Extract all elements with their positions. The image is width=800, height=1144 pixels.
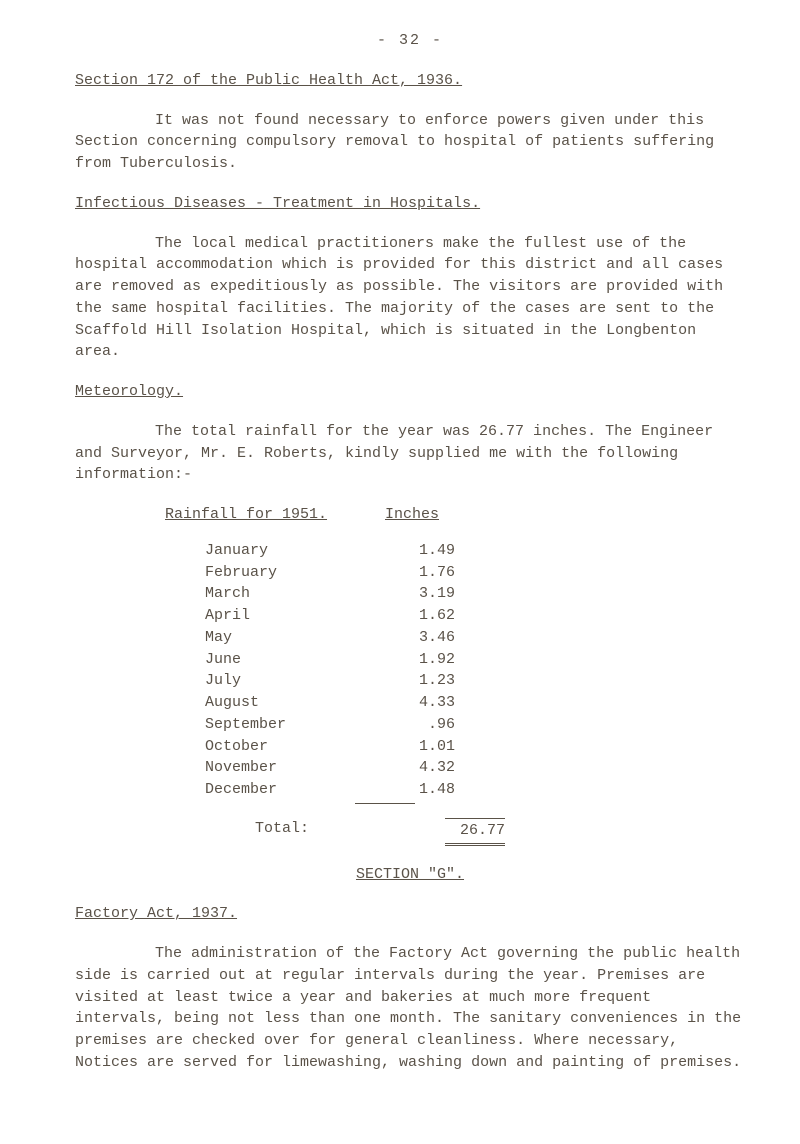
- rain-value: 1.62: [395, 605, 455, 627]
- rain-month: December: [165, 779, 395, 801]
- rain-month: May: [165, 627, 395, 649]
- rain-month: August: [165, 692, 395, 714]
- rainfall-table: Rainfall for 1951. Inches January 1.49 F…: [165, 504, 745, 846]
- rain-value: 1.92: [395, 649, 455, 671]
- page-container: - 32 - Section 172 of the Public Health …: [0, 0, 800, 1132]
- rain-month: October: [165, 736, 395, 758]
- table-row: December 1.48: [165, 779, 745, 801]
- rain-value: 1.48: [395, 779, 455, 801]
- table-row: June 1.92: [165, 649, 745, 671]
- heading-meteorology: Meteorology.: [75, 381, 745, 403]
- rain-value: 1.01: [395, 736, 455, 758]
- rainfall-total-value: 26.77: [445, 818, 505, 846]
- page-number: - 32 -: [75, 30, 745, 52]
- table-row: March 3.19: [165, 583, 745, 605]
- heading-factory-act: Factory Act, 1937.: [75, 903, 745, 925]
- section-g-heading: SECTION "G".: [75, 864, 745, 886]
- table-row: August 4.33: [165, 692, 745, 714]
- divider-line: [355, 803, 415, 804]
- table-row: May 3.46: [165, 627, 745, 649]
- table-row: July 1.23: [165, 670, 745, 692]
- rainfall-header-left: Rainfall for 1951.: [165, 504, 385, 526]
- rain-month: April: [165, 605, 395, 627]
- rain-month: March: [165, 583, 395, 605]
- paragraph-4: The administration of the Factory Act go…: [75, 943, 745, 1074]
- rain-month: January: [165, 540, 395, 562]
- rainfall-total-row: Total: 26.77: [165, 818, 745, 846]
- rain-value: 1.76: [395, 562, 455, 584]
- rainfall-header-row: Rainfall for 1951. Inches: [165, 504, 745, 526]
- rain-value: .96: [395, 714, 455, 736]
- rain-value: 3.19: [395, 583, 455, 605]
- paragraph-3: The total rainfall for the year was 26.7…: [75, 421, 745, 486]
- rain-value: 1.23: [395, 670, 455, 692]
- table-row: September .96: [165, 714, 745, 736]
- paragraph-1: It was not found necessary to enforce po…: [75, 110, 745, 175]
- rain-month: September: [165, 714, 395, 736]
- rain-value: 1.49: [395, 540, 455, 562]
- rain-value: 4.33: [395, 692, 455, 714]
- rain-month: February: [165, 562, 395, 584]
- rain-value: 3.46: [395, 627, 455, 649]
- paragraph-3-text: The total rainfall for the year was 26.7…: [75, 423, 713, 484]
- table-row: January 1.49: [165, 540, 745, 562]
- table-row: February 1.76: [165, 562, 745, 584]
- rain-month: November: [165, 757, 395, 779]
- paragraph-2: The local medical practitioners make the…: [75, 233, 745, 364]
- table-row: October 1.01: [165, 736, 745, 758]
- table-row: November 4.32: [165, 757, 745, 779]
- rainfall-total-label: Total:: [165, 818, 445, 846]
- rain-value: 4.32: [395, 757, 455, 779]
- heading-infectious-diseases: Infectious Diseases - Treatment in Hospi…: [75, 193, 745, 215]
- rain-month: June: [165, 649, 395, 671]
- rain-month: July: [165, 670, 395, 692]
- paragraph-4-text: The administration of the Factory Act go…: [75, 945, 741, 1071]
- paragraph-2-text: The local medical practitioners make the…: [75, 235, 723, 361]
- section-title-172: Section 172 of the Public Health Act, 19…: [75, 70, 745, 92]
- table-row: April 1.62: [165, 605, 745, 627]
- paragraph-1-text: It was not found necessary to enforce po…: [75, 112, 714, 173]
- rainfall-header-right: Inches: [385, 504, 439, 526]
